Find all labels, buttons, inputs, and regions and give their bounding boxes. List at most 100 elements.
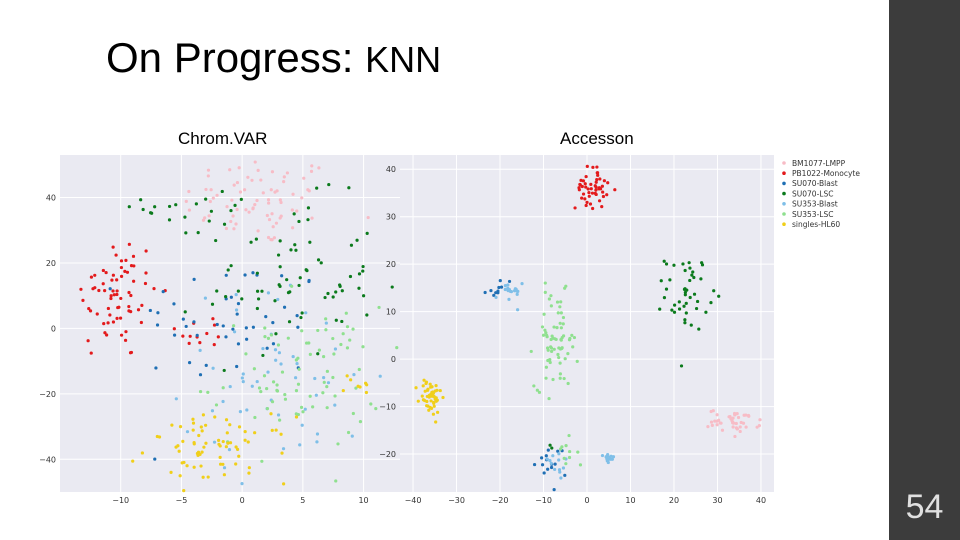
scatter-point: [546, 348, 550, 352]
scatter-point: [557, 346, 561, 350]
scatter-point: [591, 165, 595, 169]
scatter-point: [245, 408, 249, 412]
scatter-point: [251, 206, 255, 210]
scatter-point: [556, 449, 560, 453]
scatter-point: [341, 388, 345, 393]
scatter-point: [215, 322, 219, 327]
scatter-point: [124, 330, 128, 334]
scatter-point: [119, 296, 123, 301]
scatter-point: [278, 265, 282, 269]
scatter-point: [735, 427, 739, 431]
scatter-point: [683, 290, 687, 295]
scatter-point: [438, 388, 442, 393]
scatter-point: [489, 288, 493, 293]
scatter-point: [239, 197, 243, 201]
scatter-point: [301, 410, 305, 414]
scatter-point: [340, 319, 344, 324]
x-tick-label: 0: [240, 496, 245, 505]
scatter-point: [259, 389, 263, 394]
scatter-point: [585, 200, 589, 205]
scatter-point: [240, 482, 244, 486]
scatter-point: [664, 287, 669, 291]
scatter-point: [192, 320, 196, 324]
scatter-point: [564, 462, 568, 466]
scatter-point: [79, 287, 83, 291]
scatter-point: [757, 424, 761, 428]
scatter-point: [659, 279, 663, 283]
scatter-point: [595, 171, 600, 175]
scatter-point: [289, 248, 293, 252]
scatter-point: [706, 425, 710, 429]
scatter-point: [267, 201, 271, 205]
scatter-point: [105, 333, 109, 337]
scatter-point: [354, 386, 358, 390]
scatter-point: [276, 253, 281, 257]
scatter-point: [269, 333, 274, 337]
scatter-point: [340, 289, 344, 293]
legend-entry: SU353-LSC: [792, 210, 833, 219]
scatter-point: [662, 259, 666, 263]
scatter-point: [196, 450, 201, 454]
scatter-point: [224, 418, 229, 422]
scatter-point: [108, 287, 112, 291]
scatter-point: [217, 442, 221, 446]
scatter-point: [563, 473, 567, 477]
scatter-point: [156, 311, 160, 315]
scatter-point: [600, 204, 604, 209]
legend-marker: [782, 171, 786, 175]
scatter-point: [550, 446, 554, 450]
scatter-point: [235, 364, 239, 369]
scatter-point: [543, 328, 547, 332]
scatter-point: [111, 289, 115, 293]
scatter-point: [427, 408, 431, 412]
scatter-point: [187, 361, 192, 365]
scatter-point: [280, 274, 284, 278]
scatter-point: [263, 326, 267, 330]
scatter-point: [278, 216, 282, 220]
legend-marker: [782, 222, 786, 226]
scatter-point: [198, 373, 203, 377]
scatter-point: [102, 321, 106, 326]
scatter-point: [429, 385, 433, 389]
scatter-point: [269, 238, 273, 242]
scatter-point: [300, 311, 304, 315]
scatter-point: [191, 428, 195, 432]
scatter-point: [228, 423, 232, 427]
scatter-point: [254, 237, 258, 241]
scatter-point: [742, 413, 746, 417]
scatter-point: [236, 342, 241, 346]
scatter-point: [277, 351, 282, 355]
scatter-point: [286, 336, 290, 340]
scatter-point: [609, 457, 613, 461]
x-tick-label: 5: [300, 496, 305, 505]
scatter-point: [549, 465, 554, 470]
scatter-point: [308, 394, 312, 398]
x-tick-label: 30: [712, 496, 722, 505]
scatter-point: [181, 317, 185, 321]
scatter-point: [346, 430, 351, 435]
scatter-point: [228, 384, 232, 389]
scatter-point: [682, 304, 686, 308]
chart-title-accesson: Accesson: [560, 129, 634, 148]
scatter-point: [187, 208, 192, 212]
scatter-point: [420, 394, 424, 398]
scatter-point: [290, 226, 295, 230]
y-tick-label: 0: [391, 355, 396, 364]
scatter-point: [109, 294, 113, 298]
scatter-point: [238, 410, 243, 414]
scatter-point: [212, 440, 217, 444]
scatter-point: [351, 411, 355, 416]
scatter-point: [127, 242, 131, 246]
scatter-point: [728, 414, 732, 419]
scatter-point: [422, 378, 426, 382]
scatter-point: [302, 176, 306, 180]
scatter-point: [390, 285, 394, 289]
scatter-point: [542, 471, 546, 475]
scatter-point: [324, 321, 328, 325]
scatter-point: [174, 203, 178, 207]
scatter-point: [613, 188, 617, 192]
scatter-point: [292, 212, 296, 216]
scatter-point: [256, 229, 260, 233]
scatter-point: [336, 442, 340, 446]
